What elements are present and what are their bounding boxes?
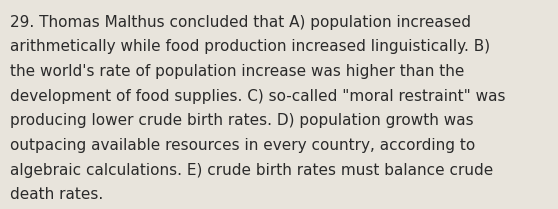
Text: outpacing available resources in every country, according to: outpacing available resources in every c… [10,138,475,153]
Text: death rates.: death rates. [10,187,103,202]
Text: 29. Thomas Malthus concluded that A) population increased: 29. Thomas Malthus concluded that A) pop… [10,15,471,30]
Text: algebraic calculations. E) crude birth rates must balance crude: algebraic calculations. E) crude birth r… [10,163,493,178]
Text: arithmetically while food production increased linguistically. B): arithmetically while food production inc… [10,39,490,54]
Text: the world's rate of population increase was higher than the: the world's rate of population increase … [10,64,464,79]
Text: development of food supplies. C) so-called "moral restraint" was: development of food supplies. C) so-call… [10,89,506,104]
Text: producing lower crude birth rates. D) population growth was: producing lower crude birth rates. D) po… [10,113,474,128]
